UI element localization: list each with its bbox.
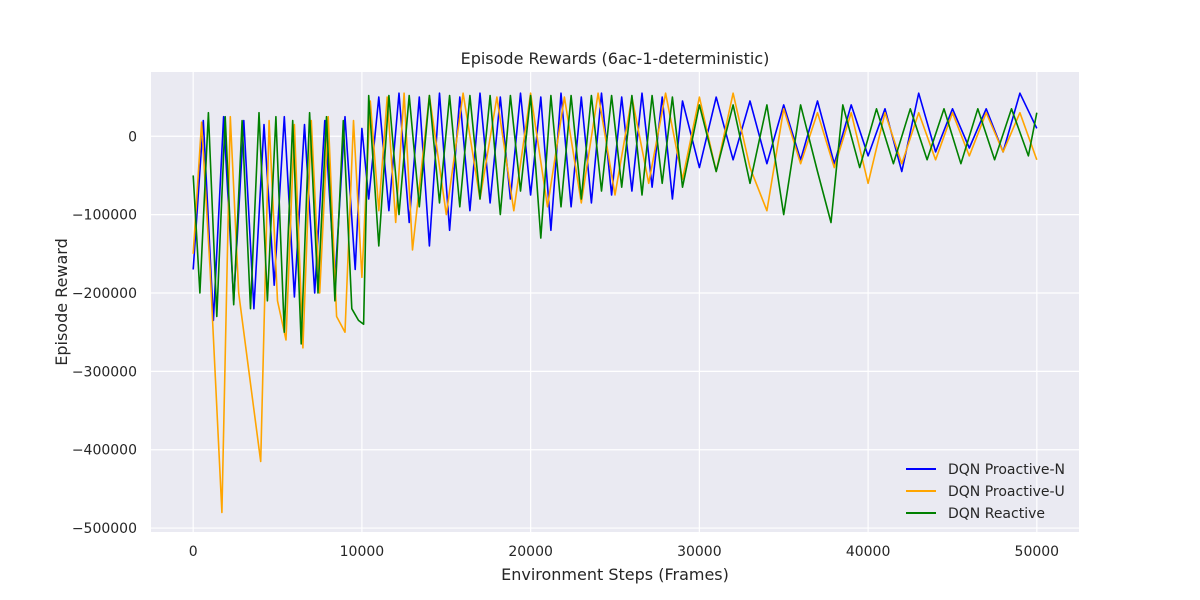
y-tick-label: −100000 <box>72 208 137 224</box>
x-tick-label: 20000 <box>508 544 553 560</box>
chart-title: Episode Rewards (6ac-1-deterministic) <box>461 49 770 68</box>
y-tick-label: −500000 <box>72 521 137 537</box>
legend: DQN Proactive-N DQN Proactive-U DQN Reacti… <box>906 462 1065 522</box>
x-tick-label: 40000 <box>846 544 891 560</box>
y-tick-label: −300000 <box>72 364 137 380</box>
y-axis-label: Episode Reward <box>52 238 71 366</box>
series-line-3 <box>192 94 1038 345</box>
x-tick-label: 0 <box>189 544 198 560</box>
legend-label: DQN Proactive-U <box>948 484 1065 500</box>
legend-label: DQN Reactive <box>948 506 1045 522</box>
x-tick-label: 50000 <box>1015 544 1060 560</box>
x-axis-label: Environment Steps (Frames) <box>501 565 729 584</box>
y-tick-label: 0 <box>128 129 137 145</box>
y-tick-label: −200000 <box>72 286 137 302</box>
x-tick-label: 10000 <box>340 544 385 560</box>
y-tick-label: −400000 <box>72 443 137 459</box>
legend-label: DQN Proactive-N <box>948 462 1065 478</box>
x-tick-label: 30000 <box>677 544 722 560</box>
y-ticks: 0 −100000 −200000 −300000 −400000 −500000 <box>72 129 137 537</box>
x-ticks: 0 10000 20000 30000 40000 50000 <box>189 544 1059 560</box>
series-line-1 <box>192 92 1038 322</box>
series-group <box>192 92 1038 514</box>
